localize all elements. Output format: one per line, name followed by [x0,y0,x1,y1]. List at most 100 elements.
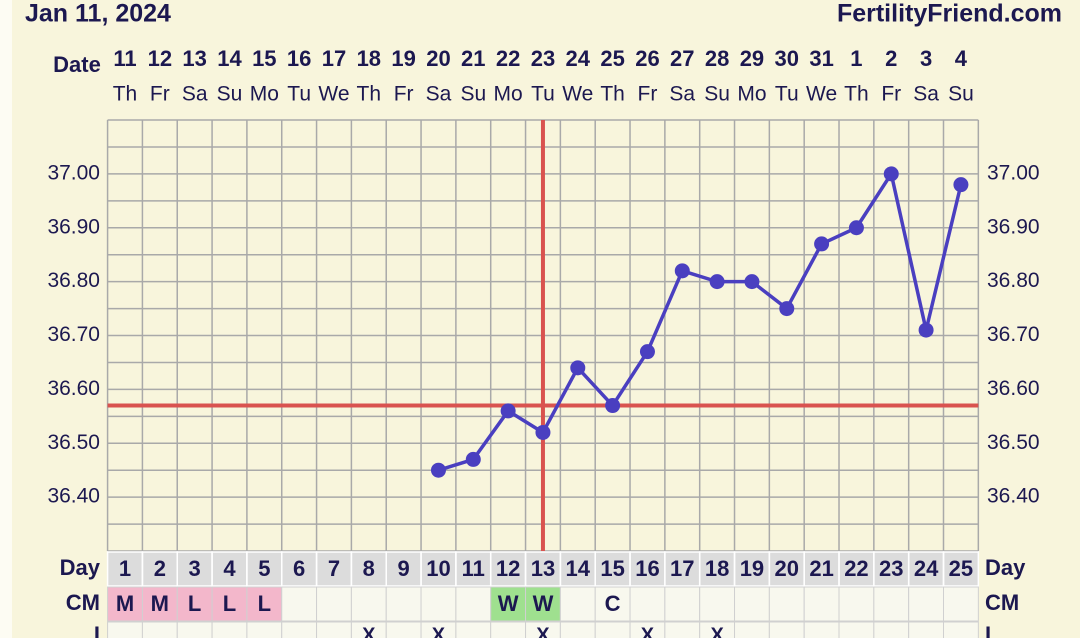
day-number: 20 [775,556,799,581]
cm-cell [525,586,561,622]
weekday-label: Mo [494,83,523,106]
cm-cell [141,586,178,622]
date-label: 12 [148,46,172,71]
cm-cell [699,586,736,622]
date-label: 18 [357,46,381,71]
i-value: X [536,624,550,638]
cm-cell [490,586,527,622]
weekday-label: We [806,83,837,106]
y2-tick-label: 36.70 [987,323,1040,346]
i-cell [873,621,910,638]
cm-value: W [533,591,554,616]
temp-point [570,360,586,376]
cm-cell [385,586,422,622]
row-label-right: I [985,622,991,638]
weekday-label: Fr [394,83,414,106]
temp-point [918,322,934,338]
i-value: X [710,624,724,638]
day-number: 7 [328,556,340,581]
i-cell [734,621,770,638]
row-label-right: Day [985,555,1026,580]
day-number: 9 [398,556,410,581]
weekday-label: Th [600,83,625,106]
day-number: 15 [600,556,624,581]
day-number: 16 [635,556,659,581]
y2-tick-label: 37.00 [987,161,1040,184]
temp-point [779,301,795,317]
weekday-label: Tu [775,83,799,106]
weekday-label: Sa [913,83,939,106]
cm-cell [559,586,596,622]
y-tick-label: 36.90 [47,215,100,238]
cm-cell [455,586,492,622]
y-tick-label: 37.00 [47,161,100,184]
date-label: 30 [775,46,799,71]
date-label: 29 [740,46,764,71]
temp-point [500,403,516,419]
i-value: X [362,624,376,638]
cm-cell [664,586,701,622]
weekday-label: Sa [669,83,695,106]
temp-point [430,462,446,478]
weekday-label: Th [357,83,382,106]
date-label: Date [53,52,101,77]
i-cell [559,621,596,638]
cm-cell [281,586,318,622]
date-label: 1 [850,46,862,71]
date-label: 22 [496,46,520,71]
weekday-label: Fr [638,83,658,106]
cm-cell [246,586,283,622]
date-label: 11 [113,46,136,71]
weekday-label: Fr [881,83,901,106]
date-label: 15 [252,46,276,71]
cm-cell [629,586,666,622]
day-number: 17 [670,556,694,581]
date-label: 26 [635,46,659,71]
i-cell [107,621,143,638]
temp-line [437,172,963,472]
cm-value: L [223,591,236,616]
left-strip [0,0,12,638]
i-cell [141,621,178,638]
temp-point [744,274,760,290]
temp-point [883,166,899,182]
cm-cell [768,586,805,622]
weekday-label: Th [844,83,869,106]
y2-tick-label: 36.90 [987,215,1040,238]
weekday-label: We [562,83,593,106]
date-label: 16 [287,46,311,71]
date-label: 21 [461,46,485,71]
date-label: 20 [426,46,450,71]
date-label: 23 [531,46,555,71]
cm-cell [943,586,979,622]
day-number: 19 [740,556,764,581]
day-number: 21 [809,556,833,581]
day-number: 2 [154,556,166,581]
date-label: 24 [566,46,591,71]
date-label: 14 [217,46,242,71]
i-cell [176,621,213,638]
temp-point [639,344,655,360]
date-label: 3 [920,46,932,71]
temp-point [848,220,864,236]
row-label: Day [60,555,101,580]
day-number: 25 [949,556,973,581]
cm-value: M [116,591,134,616]
cm-value: L [188,591,201,616]
cm-cell [211,586,248,622]
i-cell [490,621,527,638]
day-number: 8 [363,556,375,581]
weekday-label: Su [704,83,730,106]
day-number: 13 [531,556,555,581]
day-number: 10 [426,556,450,581]
weekday-label: Sa [182,83,208,106]
cm-cell [350,586,387,622]
day-number: 24 [914,556,939,581]
y-tick-label: 36.40 [47,485,100,508]
weekday-label: Mo [250,83,279,106]
i-cell [211,621,248,638]
weekday-label: We [318,83,349,106]
i-cell [629,621,666,638]
temp-point [535,424,551,440]
day-number: 22 [844,556,868,581]
